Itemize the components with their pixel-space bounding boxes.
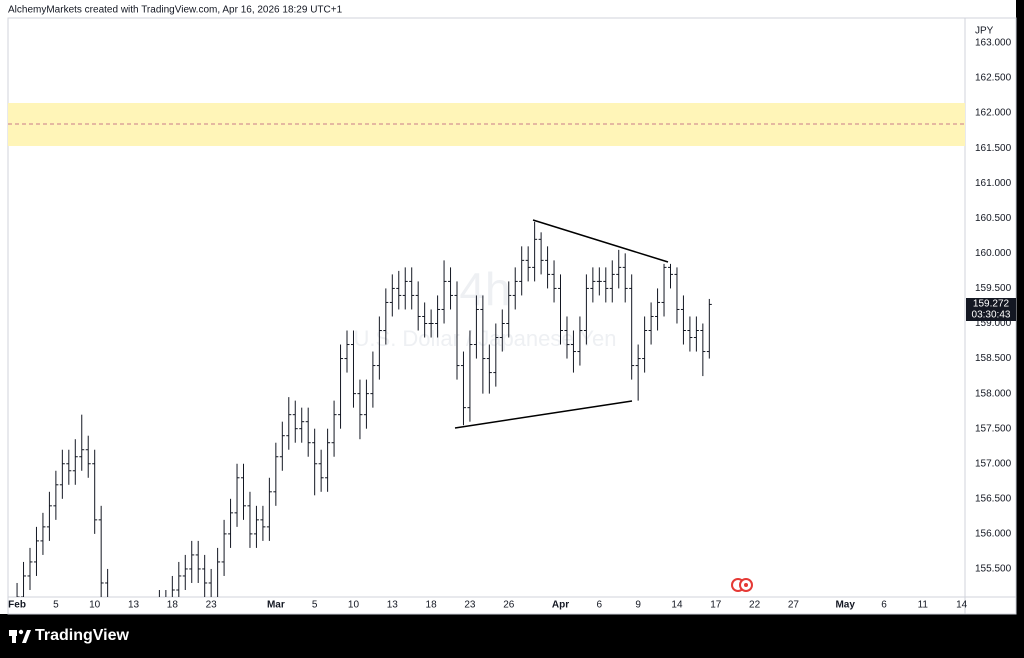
y-tick-label: 160.000 <box>975 248 1012 259</box>
x-tick-label: 5 <box>53 600 59 611</box>
y-tick-label: 158.500 <box>975 353 1012 364</box>
trend-line-lower <box>454 400 633 429</box>
countdown: 03:30:43 <box>972 310 1011 321</box>
y-tick-label: 163.000 <box>975 38 1012 49</box>
x-tick-label: 10 <box>348 600 360 611</box>
y-tick-label: 159.000 <box>975 318 1012 329</box>
x-tick-label: 14 <box>671 600 683 611</box>
x-tick-label: 22 <box>749 600 761 611</box>
y-tick-label: 161.000 <box>975 178 1012 189</box>
brand: TradingView <box>35 627 130 644</box>
x-tick-label: May <box>835 600 855 611</box>
y-tick-label: 162.500 <box>975 73 1012 84</box>
y-tick-label: 157.500 <box>975 423 1012 434</box>
watermark-interval: 4h <box>459 263 510 315</box>
y-tick-label: 160.500 <box>975 213 1012 224</box>
x-tick-label: 18 <box>167 600 179 611</box>
y-tick-label: 161.500 <box>975 143 1012 154</box>
y-tick-label: 155.500 <box>975 564 1012 575</box>
currency: JPY <box>975 26 994 37</box>
trend-line-upper <box>532 219 669 263</box>
last-price-box <box>966 298 1016 321</box>
x-tick-label: 6 <box>597 600 603 611</box>
x-tick-label: 13 <box>387 600 399 611</box>
x-tick-label: 23 <box>206 600 218 611</box>
y-tick-label: 162.000 <box>975 108 1012 119</box>
x-tick-label: Feb <box>8 600 26 611</box>
x-tick-label: Apr <box>552 600 569 611</box>
x-tick-label: 23 <box>464 600 476 611</box>
panel <box>0 0 1016 614</box>
x-tick-label: 26 <box>503 600 515 611</box>
x-tick-label: 13 <box>128 600 140 611</box>
x-tick-label: 9 <box>635 600 641 611</box>
x-tick-label: 27 <box>788 600 800 611</box>
header: AlchemyMarkets created with TradingView.… <box>8 5 343 16</box>
y-tick-label: 156.500 <box>975 493 1012 504</box>
brand-logo[interactable] <box>9 629 31 643</box>
watermark-symbol: U.S. Dollar / Japanese Yen <box>354 326 617 351</box>
events-icon[interactable] <box>731 578 753 592</box>
x-tick-label: 14 <box>956 600 968 611</box>
y-tick-label: 156.000 <box>975 529 1012 540</box>
x-tick-label: Mar <box>267 600 285 611</box>
x-tick-label: 11 <box>918 600 929 611</box>
y-tick-label: 159.500 <box>975 283 1012 294</box>
x-tick-label: 17 <box>710 600 722 611</box>
x-tick-label: 5 <box>312 600 318 611</box>
y-tick-label: 157.000 <box>975 458 1012 469</box>
bars <box>16 221 712 597</box>
x-tick-label: 6 <box>881 600 887 611</box>
last-price: 159.272 <box>973 299 1010 310</box>
x-tick-label: 10 <box>89 600 101 611</box>
x-tick-label: 18 <box>426 600 438 611</box>
y-tick-label: 158.000 <box>975 388 1012 399</box>
